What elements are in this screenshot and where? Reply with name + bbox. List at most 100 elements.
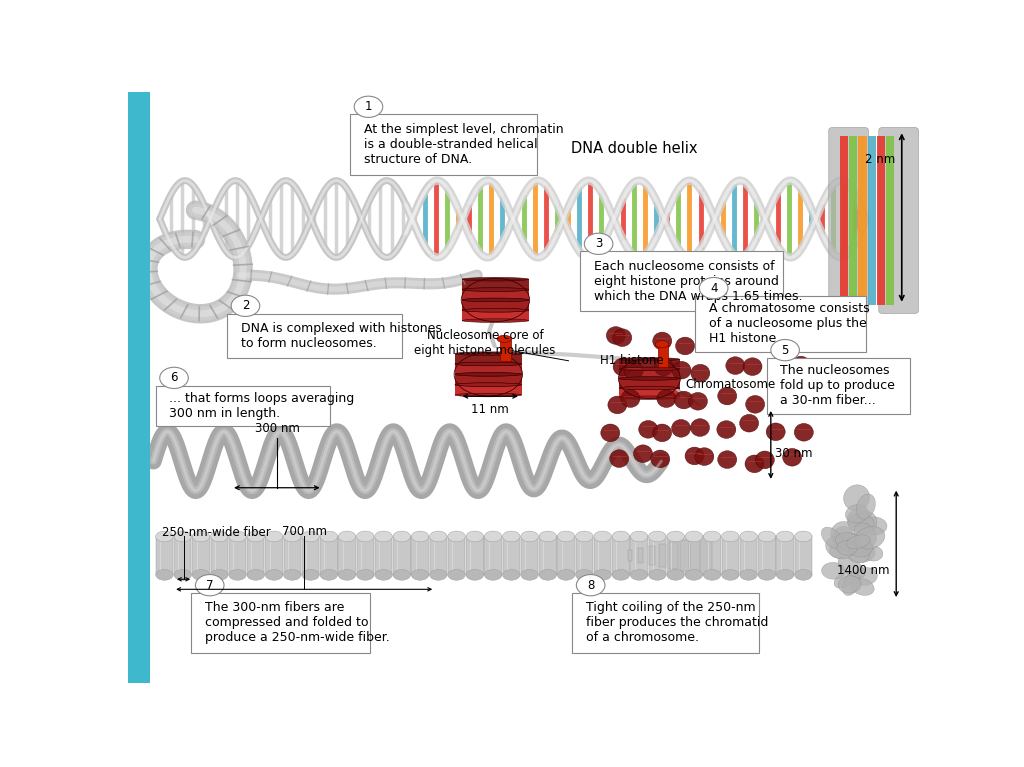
Text: Tight coiling of the 250-nm
fiber produces the chromatid
of a chromosome.: Tight coiling of the 250-nm fiber produc…: [586, 601, 768, 644]
FancyBboxPatch shape: [174, 536, 191, 574]
FancyBboxPatch shape: [648, 536, 666, 574]
Ellipse shape: [821, 562, 845, 579]
FancyBboxPatch shape: [620, 388, 680, 397]
Ellipse shape: [412, 531, 429, 542]
Text: 5: 5: [781, 344, 788, 357]
Ellipse shape: [620, 396, 680, 400]
Ellipse shape: [740, 569, 758, 580]
Ellipse shape: [795, 569, 812, 580]
FancyBboxPatch shape: [302, 536, 319, 574]
Ellipse shape: [620, 387, 680, 390]
Ellipse shape: [855, 526, 885, 549]
Text: 3: 3: [595, 237, 602, 250]
Ellipse shape: [667, 569, 684, 580]
FancyBboxPatch shape: [795, 536, 812, 574]
Ellipse shape: [211, 569, 228, 580]
Ellipse shape: [620, 387, 680, 390]
Ellipse shape: [726, 357, 744, 374]
Circle shape: [160, 367, 188, 389]
Ellipse shape: [631, 569, 648, 580]
Ellipse shape: [539, 531, 557, 542]
Ellipse shape: [848, 514, 874, 533]
Ellipse shape: [745, 396, 765, 413]
Ellipse shape: [620, 377, 680, 380]
Ellipse shape: [743, 357, 762, 376]
FancyBboxPatch shape: [462, 311, 528, 321]
FancyBboxPatch shape: [356, 536, 374, 574]
Ellipse shape: [856, 494, 876, 519]
Ellipse shape: [837, 541, 857, 555]
Ellipse shape: [430, 531, 447, 542]
FancyBboxPatch shape: [455, 385, 521, 395]
Ellipse shape: [792, 356, 810, 374]
Ellipse shape: [631, 531, 648, 542]
Ellipse shape: [193, 531, 210, 542]
Ellipse shape: [503, 531, 520, 542]
Ellipse shape: [612, 329, 632, 347]
Ellipse shape: [455, 373, 521, 376]
Ellipse shape: [455, 383, 521, 387]
Ellipse shape: [620, 377, 680, 380]
Ellipse shape: [718, 451, 736, 469]
Ellipse shape: [462, 288, 528, 291]
FancyBboxPatch shape: [703, 536, 721, 574]
FancyBboxPatch shape: [521, 536, 539, 574]
Bar: [840, 137, 848, 304]
Ellipse shape: [730, 333, 749, 351]
FancyBboxPatch shape: [680, 540, 689, 571]
Ellipse shape: [211, 531, 228, 542]
Ellipse shape: [648, 531, 666, 542]
FancyBboxPatch shape: [462, 279, 528, 290]
Ellipse shape: [695, 448, 714, 466]
Ellipse shape: [430, 569, 447, 580]
Ellipse shape: [674, 391, 693, 409]
Ellipse shape: [829, 542, 849, 558]
Ellipse shape: [594, 531, 611, 542]
FancyBboxPatch shape: [575, 536, 593, 574]
Text: 250-nm-wide fiber: 250-nm-wide fiber: [162, 525, 271, 538]
FancyBboxPatch shape: [484, 536, 502, 574]
Bar: [128, 92, 151, 683]
Ellipse shape: [412, 569, 429, 580]
Bar: [886, 137, 894, 304]
Ellipse shape: [447, 531, 465, 542]
Ellipse shape: [703, 531, 721, 542]
Ellipse shape: [782, 449, 802, 466]
Circle shape: [354, 96, 383, 117]
Ellipse shape: [718, 387, 736, 405]
Ellipse shape: [624, 362, 643, 380]
Ellipse shape: [766, 423, 785, 441]
Ellipse shape: [557, 569, 574, 580]
Ellipse shape: [612, 569, 630, 580]
FancyBboxPatch shape: [648, 546, 654, 565]
Ellipse shape: [338, 569, 355, 580]
Ellipse shape: [462, 278, 528, 281]
FancyBboxPatch shape: [412, 536, 429, 574]
FancyBboxPatch shape: [612, 536, 630, 574]
Ellipse shape: [652, 424, 672, 442]
Ellipse shape: [284, 569, 301, 580]
Ellipse shape: [612, 531, 630, 542]
Ellipse shape: [284, 531, 301, 542]
FancyBboxPatch shape: [667, 536, 684, 574]
Text: 11 nm: 11 nm: [471, 403, 509, 416]
Ellipse shape: [656, 390, 676, 407]
Bar: [877, 137, 885, 304]
FancyBboxPatch shape: [685, 536, 702, 574]
Ellipse shape: [839, 576, 861, 593]
Text: 1: 1: [365, 100, 372, 114]
Circle shape: [231, 295, 260, 317]
Ellipse shape: [758, 531, 775, 542]
Ellipse shape: [654, 358, 674, 376]
Ellipse shape: [521, 531, 539, 542]
Ellipse shape: [703, 569, 721, 580]
Circle shape: [577, 574, 605, 596]
Ellipse shape: [455, 383, 521, 387]
Ellipse shape: [621, 390, 640, 407]
Ellipse shape: [247, 569, 264, 580]
Ellipse shape: [843, 572, 860, 595]
Ellipse shape: [830, 522, 853, 543]
Ellipse shape: [265, 531, 283, 542]
Circle shape: [699, 278, 728, 299]
Ellipse shape: [174, 569, 191, 580]
